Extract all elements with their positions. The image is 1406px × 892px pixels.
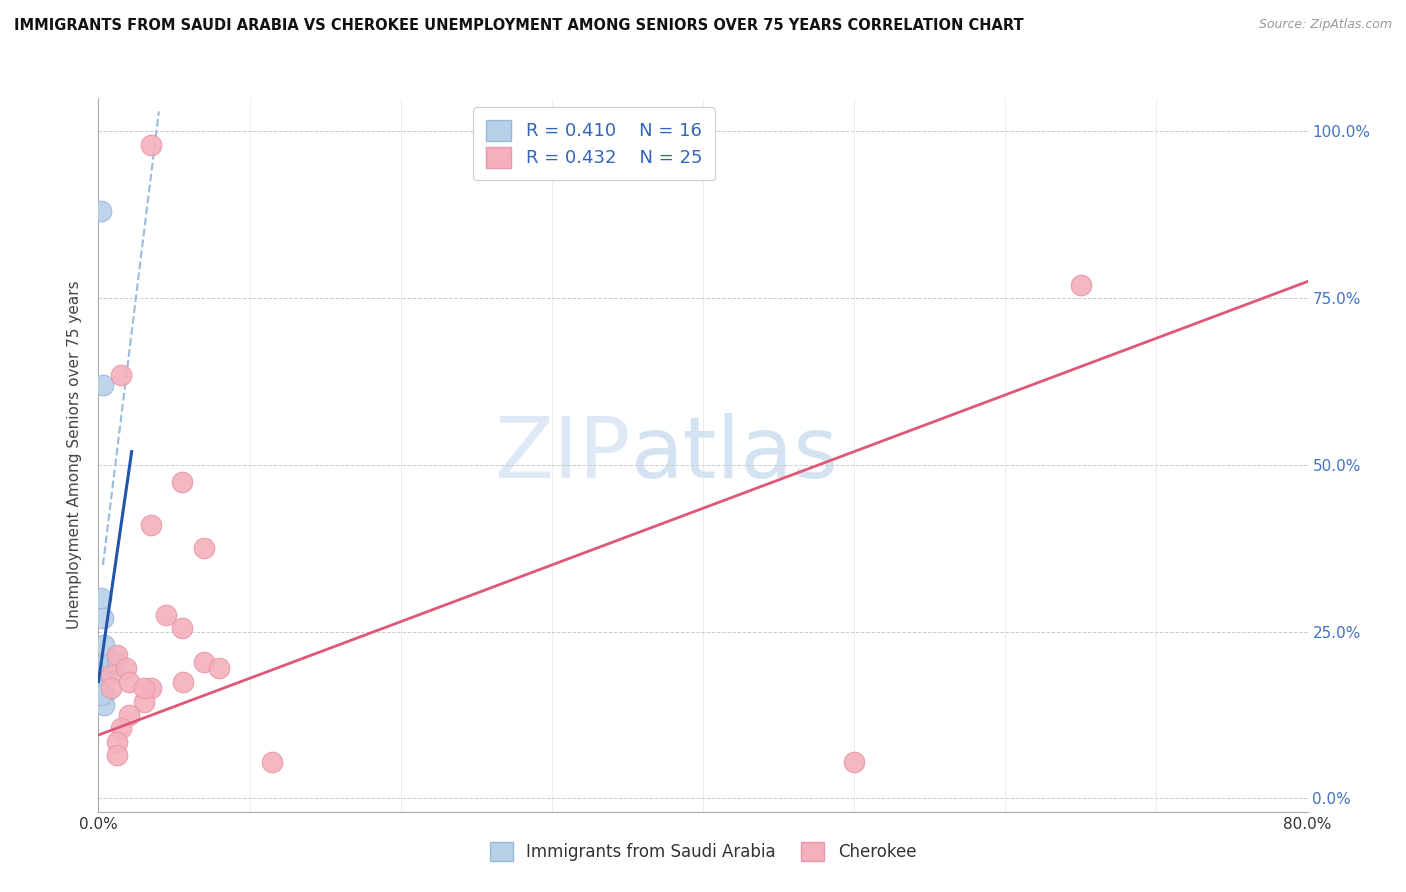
- Point: [100, 668, 122, 682]
- Point: [118, 708, 141, 723]
- Point: [170, 621, 193, 635]
- Point: [118, 674, 141, 689]
- Point: [91, 681, 114, 696]
- Point: [262, 755, 284, 769]
- Point: [105, 655, 128, 669]
- Text: ZIP: ZIP: [494, 413, 630, 497]
- Y-axis label: Unemployment Among Seniors over 75 years: Unemployment Among Seniors over 75 years: [67, 281, 83, 629]
- Point: [91, 658, 114, 673]
- Point: [110, 368, 132, 382]
- Point: [105, 734, 128, 748]
- Point: [91, 377, 114, 392]
- Point: [90, 678, 112, 692]
- Point: [89, 671, 111, 685]
- Point: [170, 475, 193, 489]
- Point: [141, 137, 163, 152]
- Point: [132, 681, 155, 696]
- Point: [90, 204, 112, 219]
- Point: [155, 607, 177, 622]
- Point: [141, 518, 163, 533]
- Point: [105, 648, 128, 662]
- Point: [93, 638, 115, 652]
- Point: [844, 755, 866, 769]
- Point: [132, 695, 155, 709]
- Point: [101, 655, 124, 669]
- Point: [91, 611, 114, 625]
- Text: atlas: atlas: [630, 413, 838, 497]
- Point: [90, 591, 112, 606]
- Point: [141, 681, 163, 696]
- Point: [1070, 277, 1092, 292]
- Point: [208, 661, 231, 675]
- Text: IMMIGRANTS FROM SAUDI ARABIA VS CHEROKEE UNEMPLOYMENT AMONG SENIORS OVER 75 YEAR: IMMIGRANTS FROM SAUDI ARABIA VS CHEROKEE…: [14, 18, 1024, 33]
- Point: [110, 722, 132, 736]
- Point: [105, 747, 128, 762]
- Point: [100, 681, 122, 696]
- Point: [193, 655, 215, 669]
- Point: [172, 674, 194, 689]
- Point: [90, 665, 112, 679]
- Text: Source: ZipAtlas.com: Source: ZipAtlas.com: [1258, 18, 1392, 31]
- Point: [90, 688, 112, 702]
- Point: [193, 541, 215, 556]
- Point: [114, 661, 136, 675]
- Point: [96, 665, 118, 679]
- Legend: Immigrants from Saudi Arabia, Cherokee: Immigrants from Saudi Arabia, Cherokee: [484, 835, 922, 868]
- Point: [93, 688, 115, 702]
- Point: [93, 698, 115, 712]
